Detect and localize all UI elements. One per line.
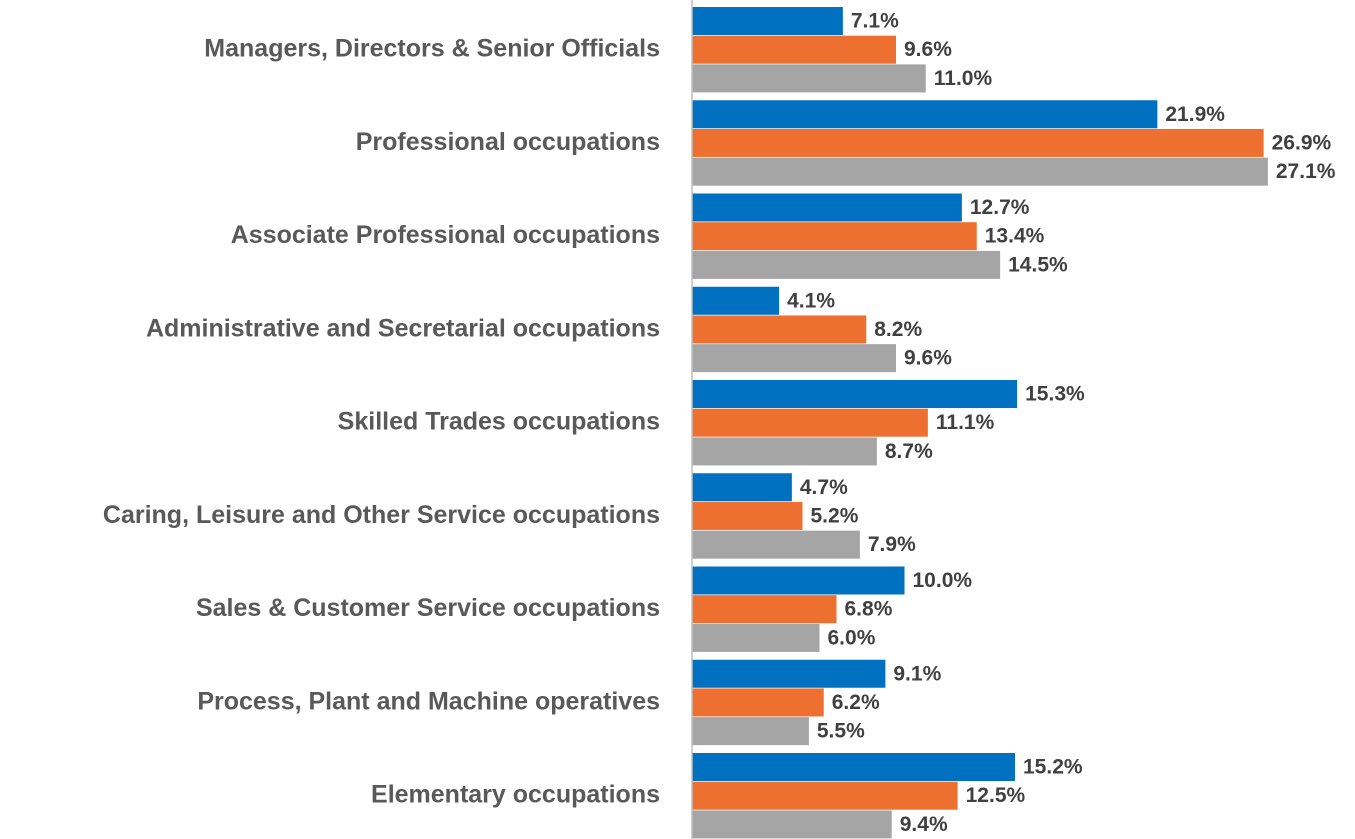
bar <box>692 193 962 222</box>
value-label: 9.6% <box>904 38 952 61</box>
bar <box>692 501 803 530</box>
bar <box>692 623 820 652</box>
bar <box>692 781 958 810</box>
value-label: 8.7% <box>885 440 933 463</box>
value-label: 5.5% <box>817 720 865 743</box>
bar <box>692 64 926 93</box>
value-label: 4.7% <box>800 476 848 499</box>
value-label: 8.2% <box>874 318 922 341</box>
value-label: 21.9% <box>1165 103 1225 126</box>
value-label: 13.4% <box>985 225 1045 248</box>
bar <box>692 530 860 559</box>
bar <box>692 222 977 251</box>
category-label: Skilled Trades occupations <box>338 408 660 436</box>
bar <box>692 344 896 373</box>
value-label: 15.3% <box>1025 383 1085 406</box>
category-label: Administrative and Secretarial occupatio… <box>146 314 660 342</box>
bar <box>692 100 1158 129</box>
value-label: 6.8% <box>845 598 893 621</box>
category-label: Caring, Leisure and Other Service occupa… <box>103 501 660 529</box>
bar <box>692 315 867 344</box>
bar <box>692 473 792 502</box>
value-label: 27.1% <box>1276 160 1336 183</box>
category-label: Associate Professional occupations <box>231 221 660 249</box>
bar <box>692 717 809 746</box>
value-label: 9.1% <box>893 662 941 685</box>
value-label: 11.1% <box>936 411 995 434</box>
bar <box>692 250 1001 279</box>
bar <box>692 286 780 315</box>
value-label: 7.1% <box>851 10 899 33</box>
value-label: 14.5% <box>1008 253 1068 276</box>
bar <box>692 595 837 624</box>
value-label: 26.9% <box>1272 131 1332 154</box>
value-label: 5.2% <box>811 504 859 527</box>
bar <box>692 408 928 437</box>
bar <box>692 35 896 64</box>
value-label: 7.9% <box>868 533 916 556</box>
bar <box>692 7 843 35</box>
bar <box>692 157 1268 186</box>
value-label: 9.6% <box>904 347 952 370</box>
value-label: 11.0% <box>934 67 993 90</box>
category-label: Professional occupations <box>356 128 660 156</box>
bar <box>692 437 877 466</box>
value-label: 4.1% <box>787 289 835 312</box>
bar <box>692 128 1264 157</box>
value-label: 10.0% <box>913 569 973 592</box>
bar <box>692 688 824 717</box>
category-label: Process, Plant and Machine operatives <box>197 687 660 715</box>
bar <box>692 380 1018 408</box>
value-label: 12.5% <box>966 784 1026 807</box>
value-label: 15.2% <box>1023 756 1083 779</box>
value-label: 9.4% <box>900 813 948 836</box>
value-label: 12.7% <box>970 196 1030 219</box>
value-label: 6.0% <box>828 626 876 649</box>
category-label: Sales & Customer Service occupations <box>196 594 660 622</box>
bar <box>692 566 905 595</box>
bar <box>692 753 1015 781</box>
bar <box>692 810 892 839</box>
bar <box>692 659 886 688</box>
value-label: 6.2% <box>832 691 880 714</box>
category-label: Managers, Directors & Senior Officials <box>204 35 660 63</box>
category-label: Elementary occupations <box>371 781 660 809</box>
